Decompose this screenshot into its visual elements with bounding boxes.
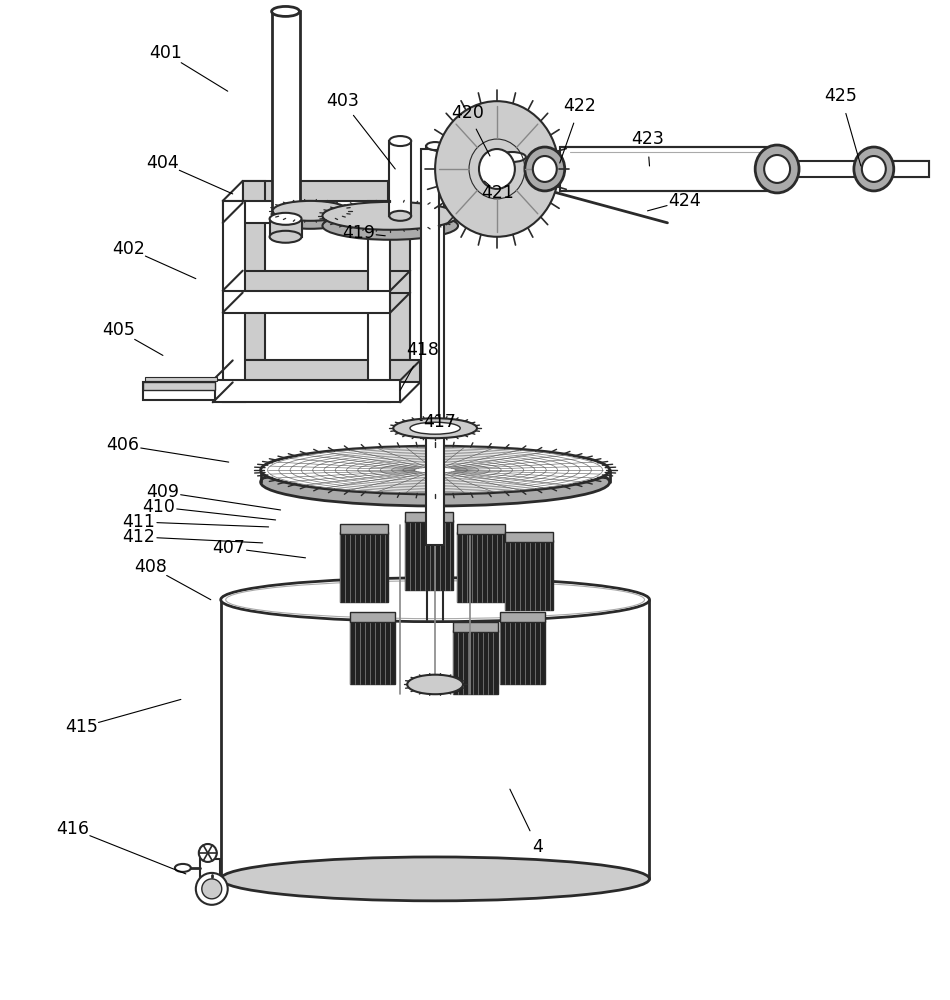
- Text: 401: 401: [149, 44, 182, 62]
- Bar: [504, 540, 553, 610]
- Bar: [500, 620, 544, 684]
- Text: 416: 416: [57, 820, 89, 838]
- Ellipse shape: [220, 857, 650, 901]
- Text: 424: 424: [668, 192, 701, 210]
- Text: 412: 412: [123, 528, 156, 546]
- Text: 404: 404: [146, 154, 180, 172]
- Bar: [504, 532, 553, 542]
- Text: 409: 409: [146, 483, 180, 501]
- Ellipse shape: [260, 458, 610, 506]
- Bar: [145, 377, 217, 381]
- Bar: [500, 612, 544, 622]
- Text: 425: 425: [825, 87, 857, 105]
- Bar: [242, 181, 265, 360]
- Bar: [270, 219, 301, 237]
- Ellipse shape: [410, 422, 460, 434]
- Ellipse shape: [390, 136, 411, 146]
- Ellipse shape: [220, 578, 650, 622]
- Bar: [142, 382, 215, 400]
- Bar: [457, 532, 504, 602]
- Ellipse shape: [435, 101, 559, 237]
- Text: 402: 402: [113, 240, 145, 258]
- Bar: [874, 161, 929, 177]
- Bar: [457, 524, 504, 534]
- Ellipse shape: [273, 209, 349, 229]
- Text: 406: 406: [106, 436, 140, 454]
- Bar: [389, 181, 410, 360]
- Bar: [351, 620, 395, 684]
- Ellipse shape: [854, 147, 894, 191]
- Ellipse shape: [862, 156, 885, 182]
- Bar: [406, 512, 453, 522]
- Text: 411: 411: [123, 513, 156, 531]
- Bar: [453, 622, 498, 632]
- Bar: [497, 161, 929, 177]
- Ellipse shape: [755, 145, 799, 193]
- Bar: [340, 524, 389, 534]
- Ellipse shape: [479, 149, 515, 189]
- Ellipse shape: [322, 212, 458, 240]
- Text: 422: 422: [563, 97, 597, 115]
- Bar: [498, 157, 526, 181]
- Bar: [272, 11, 299, 221]
- Bar: [390, 141, 411, 216]
- Text: 410: 410: [142, 498, 176, 516]
- Ellipse shape: [260, 446, 610, 494]
- Text: 423: 423: [631, 130, 664, 148]
- Ellipse shape: [498, 152, 526, 162]
- Ellipse shape: [273, 201, 349, 221]
- Bar: [427, 146, 444, 545]
- Ellipse shape: [533, 156, 557, 182]
- Bar: [222, 291, 390, 313]
- Bar: [453, 630, 498, 694]
- Ellipse shape: [393, 418, 477, 438]
- Text: 405: 405: [103, 321, 136, 339]
- Text: 408: 408: [135, 558, 167, 576]
- Bar: [560, 147, 779, 191]
- Text: 407: 407: [212, 539, 245, 557]
- Bar: [222, 201, 245, 402]
- Bar: [242, 181, 410, 203]
- Ellipse shape: [498, 176, 526, 186]
- Text: 419: 419: [342, 224, 375, 242]
- Bar: [351, 612, 395, 622]
- Bar: [233, 360, 420, 382]
- Bar: [421, 149, 439, 438]
- Text: 415: 415: [65, 718, 98, 736]
- Ellipse shape: [524, 147, 564, 191]
- Text: 4: 4: [532, 838, 543, 856]
- Bar: [340, 532, 389, 602]
- Circle shape: [199, 844, 217, 862]
- Bar: [369, 201, 390, 402]
- Circle shape: [201, 879, 221, 899]
- Ellipse shape: [390, 211, 411, 221]
- Bar: [222, 201, 390, 223]
- Bar: [142, 382, 215, 390]
- Ellipse shape: [408, 675, 463, 694]
- Bar: [242, 271, 410, 293]
- Ellipse shape: [270, 213, 301, 225]
- Ellipse shape: [272, 6, 299, 16]
- Text: 418: 418: [406, 341, 439, 359]
- Text: 417: 417: [424, 413, 457, 431]
- Ellipse shape: [764, 155, 790, 183]
- Circle shape: [196, 873, 228, 905]
- Bar: [200, 859, 219, 877]
- Ellipse shape: [427, 142, 444, 150]
- Text: 403: 403: [326, 92, 359, 110]
- Ellipse shape: [175, 864, 191, 872]
- Bar: [213, 380, 400, 402]
- Bar: [406, 520, 453, 590]
- Text: 421: 421: [482, 184, 514, 202]
- Text: 420: 420: [451, 104, 484, 122]
- Ellipse shape: [272, 216, 299, 226]
- Ellipse shape: [322, 202, 458, 230]
- Ellipse shape: [270, 231, 301, 243]
